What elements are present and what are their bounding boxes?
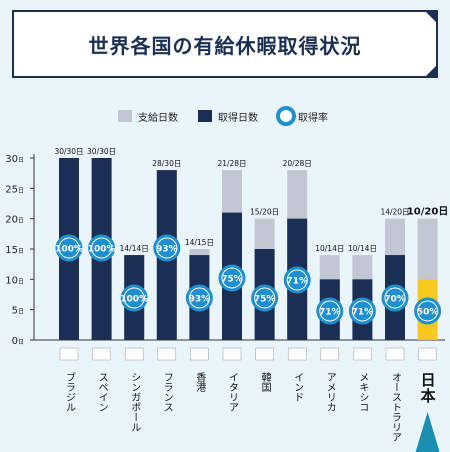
bar-value-label: 10/14日	[315, 244, 344, 253]
rate-label: 75%	[254, 295, 276, 305]
bar-value-label: 30/30日	[87, 147, 116, 156]
flag-icon	[59, 347, 79, 361]
rate-badge-fill	[255, 288, 275, 308]
bar-value-label: 30/30日	[54, 147, 83, 156]
rate-badge-fill	[385, 288, 405, 308]
x-tick-label: イタリア	[227, 372, 239, 412]
rate-label: 71%	[352, 308, 374, 318]
x-tick-label: 香港	[194, 372, 206, 392]
y-tick-label: 25日	[5, 184, 24, 195]
highlight-arrow	[415, 412, 440, 452]
rate-label: 75%	[221, 275, 243, 285]
rate-label: 71%	[319, 308, 341, 318]
rate-badge-fill	[352, 301, 372, 321]
rate-label: 93%	[189, 295, 211, 305]
x-tick-label: シンガポール	[129, 372, 141, 432]
legend-label: 支給日数	[138, 111, 178, 124]
rate-label: 70%	[384, 295, 406, 305]
x-tick-label: 日本	[419, 372, 437, 404]
x-tick-label: ブラジル	[64, 371, 76, 412]
rate-label: 50%	[417, 308, 439, 318]
x-tick-label: フランス	[161, 372, 172, 412]
x-tick-label: アメリカ	[324, 372, 335, 412]
bar-value-label: 10/20日	[407, 206, 448, 218]
legend-swatch	[198, 110, 212, 122]
legend-label: 取得率	[298, 111, 328, 124]
flag-icon	[92, 347, 111, 361]
bar-value-label: 21/28日	[217, 159, 246, 168]
flag-icon	[157, 347, 177, 361]
y-tick-label: 0日	[12, 336, 24, 347]
flag-icon	[353, 347, 372, 361]
y-tick-label: 5日	[12, 306, 24, 317]
title-corner-decoration	[424, 10, 438, 24]
bar-value-label: 14/20日	[380, 208, 409, 217]
rate-badge-fill	[287, 270, 307, 290]
flag-icon	[320, 347, 340, 361]
rate-badge-fill	[418, 301, 438, 321]
x-tick-label: メキシコ	[357, 372, 368, 412]
rate-label: 93%	[156, 245, 178, 255]
rate-badge-fill	[124, 288, 144, 308]
y-tick-label: 15日	[5, 245, 24, 256]
title-box: 世界各国の有給休暇取得状況	[12, 10, 438, 78]
legend-rate-icon	[276, 106, 296, 126]
x-tick-label: インド	[292, 372, 304, 402]
flag-icon	[418, 347, 437, 361]
title-corner-decoration	[424, 64, 438, 78]
flag-icon	[287, 347, 307, 361]
flag-icon	[190, 347, 209, 361]
legend-swatch	[118, 110, 132, 122]
rate-badge-fill	[320, 301, 340, 321]
y-tick-label: 20日	[5, 215, 24, 226]
bar-value-label: 14/15日	[185, 238, 214, 247]
bar-value-label: 14/14日	[120, 244, 149, 253]
bar-value-label: 15/20日	[250, 208, 279, 217]
flag-icon	[255, 347, 274, 361]
x-tick-label: スペイン	[96, 372, 108, 412]
flag-icon	[385, 347, 405, 361]
y-tick-label: 10日	[5, 275, 24, 286]
rate-label: 100%	[120, 295, 148, 305]
rate-label: 100%	[55, 245, 83, 255]
rate-badge-fill	[157, 238, 177, 258]
legend-label: 取得日数	[218, 111, 258, 124]
rate-label: 100%	[88, 245, 116, 255]
x-tick-label: オーストラリア	[390, 372, 401, 442]
bar-value-label: 20/28日	[283, 159, 312, 168]
flag-icon	[124, 347, 144, 361]
x-tick-label: 韓国	[259, 372, 271, 393]
bar-value-label: 10/14日	[348, 244, 377, 253]
rate-badge-fill	[189, 288, 209, 308]
rate-badge-fill	[222, 268, 242, 288]
bar-value-label: 28/30日	[152, 159, 181, 168]
rate-badge-fill	[92, 238, 112, 258]
rate-badge-fill	[59, 238, 79, 258]
y-tick-label: 30日	[5, 154, 24, 165]
rate-label: 71%	[286, 277, 308, 287]
flag-icon	[222, 347, 242, 361]
chart-title: 世界各国の有給休暇取得状況	[88, 33, 362, 58]
